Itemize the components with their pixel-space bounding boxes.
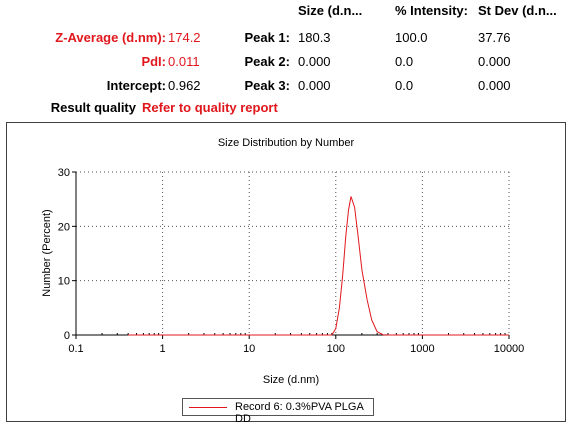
- peak-2-intensity: 0.0: [395, 54, 414, 69]
- chart-title: Size Distribution by Number: [218, 137, 355, 149]
- grid-layer: [75, 171, 510, 335]
- series-line: [128, 196, 509, 336]
- legend-series-label: Record 6: 0.3%PVA PLGA DD: [235, 401, 364, 425]
- intercept-label: Intercept:: [106, 78, 166, 93]
- peak-1-size: 180.3: [298, 30, 331, 45]
- x-tick-label: 0.1: [68, 343, 83, 355]
- peak-3-size: 0.000: [298, 78, 331, 93]
- z-average-label: Z-Average (d.nm):: [55, 30, 166, 45]
- peak-3-intensity: 0.0: [395, 78, 414, 93]
- pdi-value: 0.011: [168, 54, 200, 69]
- y-tick-label: 30: [58, 167, 70, 179]
- y-tick-label: 20: [58, 221, 70, 233]
- y-axis-label: Number (Percent): [41, 209, 53, 296]
- peak-1-intensity: 100.0: [395, 30, 428, 45]
- col-header-size: Size (d.n...: [298, 3, 363, 18]
- chart-legend: Record 6: 0.3%PVA PLGA DD: [182, 398, 374, 425]
- x-tick-label: 1: [160, 343, 166, 355]
- y-tick-label: 0: [64, 330, 70, 342]
- quality-report-link[interactable]: Refer to quality report: [142, 100, 278, 115]
- col-header-stdev: St Dev (d.n...: [478, 3, 557, 18]
- axes-layer: 0 10 20 30 0.1 1 10 100 1000 10000: [58, 167, 525, 355]
- x-axis-label: Size (d.nm): [263, 374, 319, 386]
- intercept-value: 0.962: [168, 78, 201, 93]
- peak-2-size: 0.000: [298, 54, 331, 69]
- col-header-intensity: % Intensity:: [395, 3, 468, 18]
- peak-2-stdev: 0.000: [478, 54, 511, 69]
- x-tick-label: 10: [243, 343, 255, 355]
- legend-line-swatch: [189, 407, 227, 408]
- x-tick-label: 100: [327, 343, 345, 355]
- peak-3-label: Peak 3:: [244, 78, 290, 93]
- peak-3-stdev: 0.000: [478, 78, 511, 93]
- pdi-label: PdI:: [141, 54, 166, 69]
- y-tick-label: 10: [58, 276, 70, 288]
- x-tick-label: 10000: [494, 343, 525, 355]
- peak-1-stdev: 37.76: [478, 30, 511, 45]
- series-layer: [128, 196, 509, 336]
- z-average-value: 174.2: [168, 30, 201, 45]
- peak-1-label: Peak 1:: [244, 30, 290, 45]
- x-tick-label: 1000: [410, 343, 434, 355]
- result-quality-label: Result quality: [50, 100, 136, 115]
- peak-2-label: Peak 2:: [244, 54, 290, 69]
